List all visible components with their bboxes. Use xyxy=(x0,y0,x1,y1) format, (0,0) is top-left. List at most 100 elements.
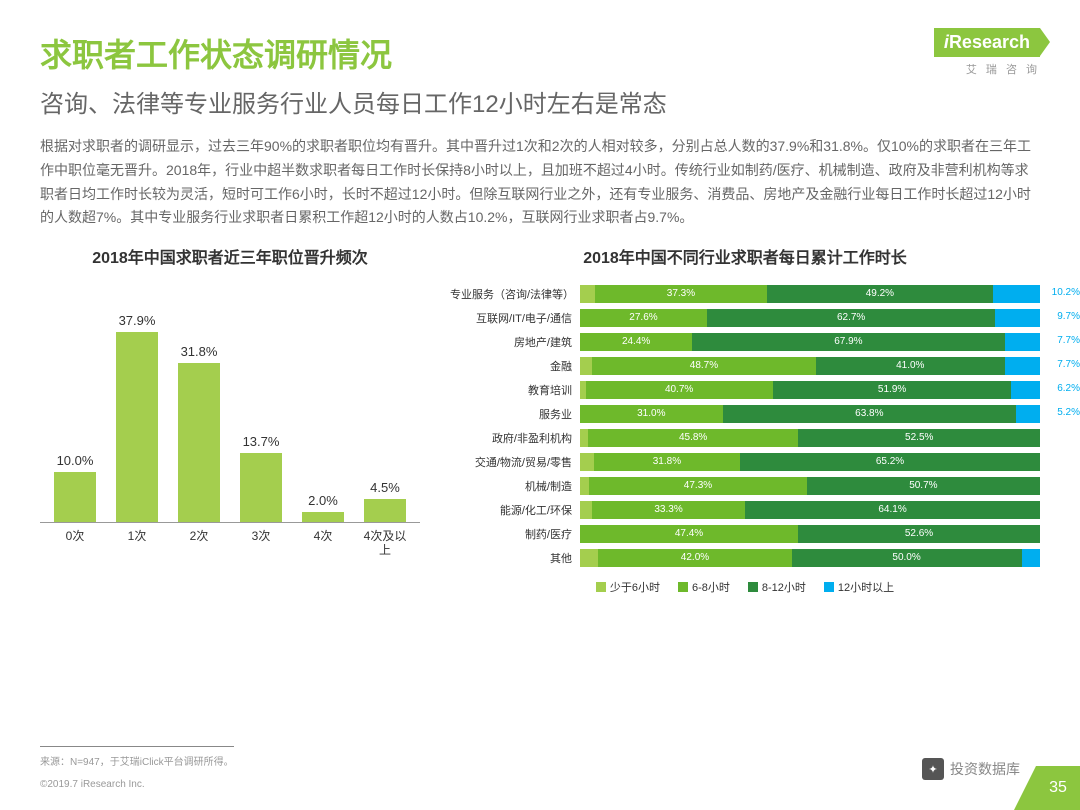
bar-segment: 63.8% xyxy=(723,405,1016,423)
bar-segment: 40.7% xyxy=(586,381,773,399)
legend-item: 少于6小时 xyxy=(596,579,660,595)
stacked-bar-track: 40.7%51.9%6.2% xyxy=(580,381,1040,399)
bar xyxy=(178,363,220,522)
logo-brand: iiResearchResearch xyxy=(934,28,1040,57)
bar-segment xyxy=(580,429,588,447)
category-label: 制药/医疗 xyxy=(450,526,580,542)
bar-segment: 50.0% xyxy=(792,549,1022,567)
bar-chart-title: 2018年中国求职者近三年职位晋升频次 xyxy=(40,248,420,270)
bar-segment: 62.7% xyxy=(707,309,995,327)
stacked-bar-row: 专业服务（咨询/法律等）37.3%49.2%10.2% xyxy=(450,283,1040,305)
bar xyxy=(302,512,344,522)
bar-value-label: 31.8% xyxy=(181,344,218,359)
body-text: 根据对求职者的调研显示，过去三年90%的求职者职位均有晋升。其中晋升过1次和2次… xyxy=(40,135,1040,230)
bar-segment: 31.8% xyxy=(594,453,740,471)
bar-value-label: 37.9% xyxy=(119,313,156,328)
stacked-bar-track: 24.4%67.9%7.7% xyxy=(580,333,1040,351)
category-label: 其他 xyxy=(450,550,580,566)
segment-label-external: 5.2% xyxy=(1057,407,1080,418)
page-number: 35 xyxy=(1036,766,1080,810)
bar-segment: 41.0% xyxy=(816,357,1005,375)
charts-container: 2018年中国求职者近三年职位晋升频次 10.0% 37.9% 31.8% 13.7%… xyxy=(40,248,1040,594)
bar-x-label: 4次 xyxy=(296,529,350,558)
stacked-bar-track: 31.0%63.8%5.2% xyxy=(580,405,1040,423)
segment-label-external: 10.2% xyxy=(1052,287,1080,298)
category-label: 教育培训 xyxy=(450,382,580,398)
bar-segment: 31.0% xyxy=(580,405,723,423)
bar-x-label: 0次 xyxy=(48,529,102,558)
category-label: 房地产/建筑 xyxy=(450,334,580,350)
chart-legend: 少于6小时 6-8小时 8-12小时 12小时以上 xyxy=(450,579,1040,595)
stacked-chart-rows: 专业服务（咨询/法律等）37.3%49.2%10.2%互联网/IT/电子/通信2… xyxy=(450,283,1040,569)
legend-label: 8-12小时 xyxy=(762,579,806,595)
bar-segment: 49.2% xyxy=(767,285,993,303)
logo-subtitle: 艾 瑞 咨 询 xyxy=(934,61,1040,77)
legend-swatch xyxy=(824,582,834,592)
bar-segment xyxy=(580,501,592,519)
bar-segment: 33.3% xyxy=(592,501,745,519)
bar-chart-bars: 10.0% 37.9% 31.8% 13.7% 2.0% 4.5% xyxy=(40,303,420,523)
segment-label-external: 7.7% xyxy=(1057,335,1080,346)
bar-segment: 65.2% xyxy=(740,453,1040,471)
category-label: 服务业 xyxy=(450,406,580,422)
bar-segment: 67.9% xyxy=(692,333,1004,351)
bar-segment xyxy=(580,285,595,303)
category-label: 能源/化工/环保 xyxy=(450,502,580,518)
stacked-bar-row: 政府/非盈利机构45.8%52.5% xyxy=(450,427,1040,449)
copyright: ©2019.7 iResearch Inc. xyxy=(40,779,145,790)
bar-segment: 47.3% xyxy=(589,477,807,495)
segment-label-external: 6.2% xyxy=(1057,383,1080,394)
bar-value-label: 13.7% xyxy=(243,434,280,449)
bar-segment: 64.1% xyxy=(745,501,1040,519)
stacked-bar-row: 能源/化工/环保 33.3%64.1% xyxy=(450,499,1040,521)
bar-segment xyxy=(1016,405,1040,423)
bar-x-label: 4次及以上 xyxy=(358,529,412,558)
legend-label: 12小时以上 xyxy=(838,579,894,595)
legend-item: 6-8小时 xyxy=(678,579,730,595)
bar-segment: 42.0% xyxy=(598,549,791,567)
bar-segment: 45.8% xyxy=(588,429,799,447)
stacked-bar-track: 37.3%49.2%10.2% xyxy=(580,285,1040,303)
stacked-bar-row: 交通/物流/贸易/零售 31.8%65.2% xyxy=(450,451,1040,473)
bar-value-label: 10.0% xyxy=(57,453,94,468)
bar-segment xyxy=(995,309,1040,327)
bar-chart: 2018年中国求职者近三年职位晋升频次 10.0% 37.9% 31.8% 13.7%… xyxy=(40,248,420,594)
watermark: ✦ 投资数据库 xyxy=(922,758,1020,780)
bar xyxy=(364,499,406,522)
category-label: 交通/物流/贸易/零售 xyxy=(450,454,580,470)
page-title: 求职者工作状态调研情况 xyxy=(40,30,1040,76)
stacked-bar-row: 机械/制造47.3%50.7% xyxy=(450,475,1040,497)
bar-segment: 51.9% xyxy=(773,381,1012,399)
legend-swatch xyxy=(678,582,688,592)
bar-chart-xaxis: 0次1次2次3次4次4次及以上 xyxy=(40,523,420,558)
bar-value-label: 4.5% xyxy=(370,480,400,495)
stacked-chart-title: 2018年中国不同行业求职者每日累计工作时长 xyxy=(450,248,1040,270)
bar xyxy=(240,453,282,522)
stacked-bar-track: 45.8%52.5% xyxy=(580,429,1040,447)
bar-segment: 50.7% xyxy=(807,477,1040,495)
bar xyxy=(116,332,158,522)
source-note: 来源：N=947，于艾瑞iClick平台调研所得。 xyxy=(40,742,234,768)
stacked-bar-row: 房地产/建筑24.4%67.9%7.7% xyxy=(450,331,1040,353)
bar-value-label: 2.0% xyxy=(308,493,338,508)
category-label: 互联网/IT/电子/通信 xyxy=(450,310,580,326)
bar-segment xyxy=(580,549,598,567)
legend-label: 少于6小时 xyxy=(610,579,660,595)
legend-swatch xyxy=(596,582,606,592)
slide: iiResearchResearch 艾 瑞 咨 询 求职者工作状态调研情况 咨… xyxy=(0,0,1080,810)
bar-segment: 24.4% xyxy=(580,333,692,351)
category-label: 专业服务（咨询/法律等） xyxy=(450,286,580,302)
stacked-bar-track: 48.7%41.0%7.7% xyxy=(580,357,1040,375)
bar-segment: 52.6% xyxy=(798,525,1040,543)
category-label: 金融 xyxy=(450,358,580,374)
stacked-bar-row: 服务业31.0%63.8%5.2% xyxy=(450,403,1040,425)
bar-segment: 52.5% xyxy=(798,429,1040,447)
stacked-bar-track: 27.6%62.7%9.7% xyxy=(580,309,1040,327)
legend-item: 8-12小时 xyxy=(748,579,806,595)
bar-segment xyxy=(1005,333,1040,351)
bar-segment xyxy=(580,357,592,375)
logo: iiResearchResearch 艾 瑞 咨 询 xyxy=(934,28,1040,77)
bar-segment: 37.3% xyxy=(595,285,767,303)
segment-label-external: 9.7% xyxy=(1057,311,1080,322)
bar-segment: 27.6% xyxy=(580,309,707,327)
